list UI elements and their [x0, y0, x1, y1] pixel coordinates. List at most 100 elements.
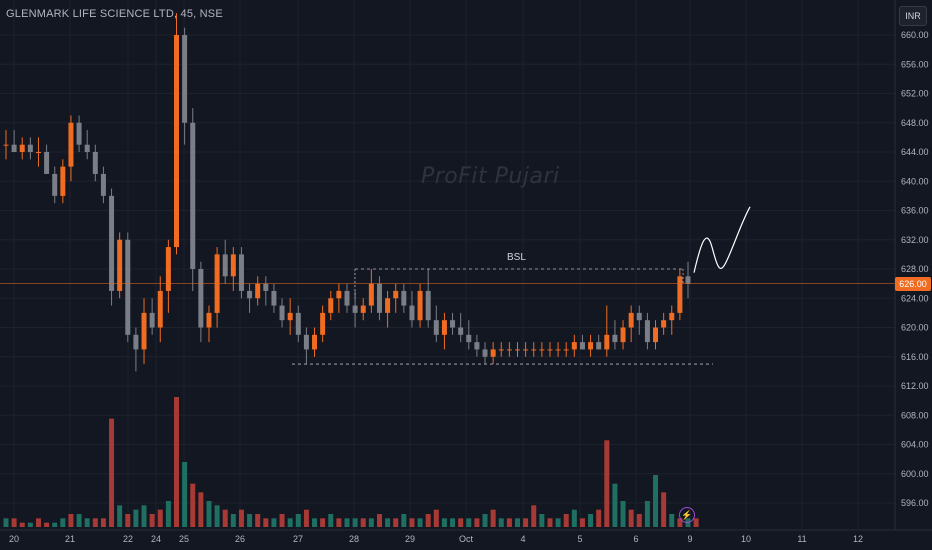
- candle-body: [433, 320, 439, 335]
- volume-bar: [312, 518, 318, 527]
- volume-bar: [490, 509, 496, 527]
- volume-bar: [198, 492, 204, 527]
- candle-body: [604, 334, 610, 350]
- symbol-title[interactable]: GLENMARK LIFE SCIENCE LTD, 45, NSE: [6, 8, 223, 20]
- candle-body: [612, 334, 618, 343]
- volume-bar: [644, 501, 650, 527]
- price-tick-label: 596.00: [901, 498, 929, 508]
- price-tick-label: 608.00: [901, 410, 929, 420]
- volume-bar: [149, 514, 155, 527]
- candle-body: [68, 122, 74, 167]
- candle-body: [222, 254, 228, 277]
- volume-bar: [336, 518, 342, 527]
- candle-body: [35, 152, 41, 153]
- volume-bar: [376, 514, 382, 527]
- candle-body: [636, 312, 642, 321]
- volume-bar: [230, 514, 236, 527]
- candle-body: [157, 290, 163, 328]
- candle-body: [271, 290, 277, 306]
- candle-body: [190, 122, 196, 269]
- volume-bar: [100, 518, 106, 527]
- time-tick-label: 28: [349, 534, 359, 544]
- time-tick-label: 5: [577, 534, 582, 544]
- volume-bar: [133, 509, 139, 527]
- volume-bar: [669, 514, 675, 527]
- price-tick-label: 652.00: [901, 89, 929, 99]
- time-tick-label: 21: [65, 534, 75, 544]
- candle-body: [336, 290, 342, 299]
- volume-bar: [571, 509, 577, 527]
- candle-body: [141, 312, 147, 350]
- time-tick-label: 29: [405, 534, 415, 544]
- volume-bar: [588, 514, 594, 527]
- price-tick-label: 656.00: [901, 59, 929, 69]
- candle-body: [27, 144, 33, 152]
- volume-bars: [3, 397, 699, 527]
- candle-body: [474, 342, 480, 350]
- watermark: ProFit Pujari: [421, 164, 560, 189]
- candle-body: [490, 349, 496, 357]
- currency-button[interactable]: INR: [899, 6, 927, 26]
- time-tick-label: 24: [151, 534, 161, 544]
- candle-body: [393, 290, 399, 299]
- volume-bar: [52, 522, 58, 527]
- candle-body: [466, 334, 472, 343]
- volume-bar: [68, 514, 74, 527]
- candle-body: [547, 349, 553, 351]
- time-tick-label: 22: [123, 534, 133, 544]
- volume-bar: [109, 418, 115, 527]
- bsl-label: BSL: [507, 252, 526, 263]
- volume-bar: [409, 518, 415, 527]
- time-tick-label: 11: [797, 534, 806, 544]
- candle-body: [238, 254, 244, 291]
- candle-body: [482, 349, 488, 357]
- candle-body: [450, 320, 456, 328]
- volume-bar: [295, 514, 301, 527]
- volume-bar: [214, 505, 220, 527]
- lightning-icon[interactable]: ⚡: [679, 507, 695, 523]
- volume-bar: [352, 518, 358, 527]
- candle-body: [230, 254, 236, 277]
- volume-bar: [182, 462, 188, 527]
- volume-bar: [84, 518, 90, 527]
- time-tick-label: 9: [687, 534, 692, 544]
- price-tick-label: 660.00: [901, 30, 929, 40]
- volume-bar: [19, 522, 25, 527]
- volume-bar: [539, 514, 545, 527]
- candle-body: [360, 305, 366, 313]
- price-tick-label: 644.00: [901, 147, 929, 157]
- candle-body: [385, 298, 391, 313]
- volume-bar: [35, 518, 41, 527]
- candle-body: [539, 349, 545, 351]
- volume-bar: [620, 501, 626, 527]
- volume-bar: [417, 518, 423, 527]
- volume-bar: [628, 509, 634, 527]
- volume-bar: [360, 518, 366, 527]
- candle-body: [255, 283, 261, 299]
- candle-body: [84, 144, 90, 152]
- price-tick-label: 612.00: [901, 381, 929, 391]
- price-tick-label: 620.00: [901, 323, 929, 333]
- candle-body: [506, 349, 512, 351]
- volume-bar: [515, 518, 520, 527]
- candle-body: [401, 290, 407, 306]
- candle-body: [352, 305, 358, 313]
- candle-body: [3, 144, 9, 146]
- candle-body: [571, 342, 577, 350]
- volume-bar: [287, 518, 293, 527]
- price-tick-label: 628.00: [901, 264, 929, 274]
- candle-body: [498, 349, 504, 351]
- candle-body: [523, 349, 529, 351]
- time-tick-label: 12: [853, 534, 863, 544]
- volume-bar: [579, 518, 585, 527]
- volume-bar: [165, 501, 171, 527]
- candle-body: [531, 349, 537, 351]
- volume-bar: [482, 514, 488, 527]
- volume-bar: [174, 397, 179, 527]
- candle-body: [620, 327, 626, 343]
- time-tick-label: 6: [633, 534, 638, 544]
- volume-bar: [604, 440, 610, 527]
- candle-body: [100, 173, 106, 196]
- volume-bar: [247, 514, 253, 527]
